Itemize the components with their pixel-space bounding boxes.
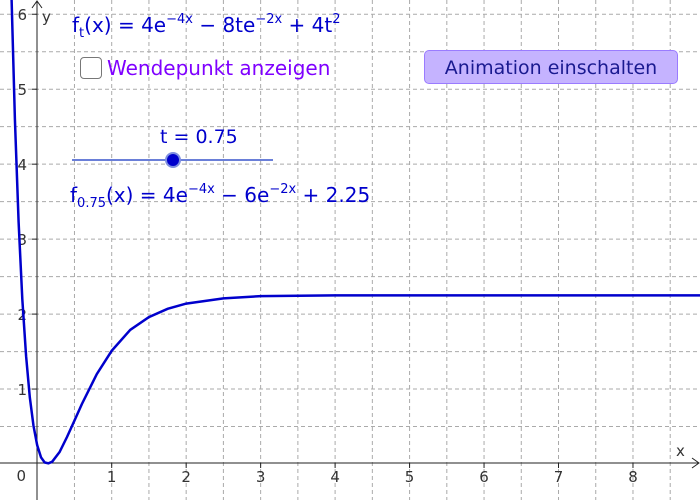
- y-axis-label: y: [42, 8, 51, 26]
- x-tick-label: 5: [405, 468, 415, 486]
- formula-part: −2x: [255, 12, 283, 27]
- formula-part: (x) = 4e: [106, 183, 188, 207]
- formula-part: t: [79, 26, 85, 41]
- formula-part: (x) = 4e: [84, 13, 167, 37]
- y-axis-arrow: [31, 0, 43, 9]
- formula-part: + 2.25: [296, 183, 371, 207]
- slider-label: t = 0.75: [160, 126, 238, 148]
- origin-label: 0: [16, 467, 26, 485]
- slider-handle[interactable]: [165, 152, 181, 168]
- x-tick-label: 8: [628, 468, 638, 486]
- y-tick-label: 4: [17, 156, 27, 174]
- y-tick-label: 1: [17, 381, 27, 399]
- formula-part: f: [70, 183, 78, 207]
- formula-part: − 6e: [214, 183, 270, 207]
- checkbox[interactable]: Wendepunkt anzeigen: [80, 56, 330, 80]
- function-graph: [10, 0, 700, 465]
- x-tick-label: 1: [107, 468, 117, 486]
- formula-part: −2x: [269, 182, 297, 197]
- formula-part: 2: [332, 12, 341, 27]
- x-axis-arrow: [691, 457, 700, 469]
- x-tick-label: 3: [256, 468, 266, 486]
- y-tick-label: 6: [17, 6, 27, 24]
- formula-specific: f0.75(x) = 4e−4x − 6e−2x + 2.25: [70, 182, 370, 211]
- x-tick-label: 2: [181, 468, 191, 486]
- x-tick-label: 7: [554, 468, 564, 486]
- x-axis-label: x: [676, 442, 685, 460]
- x-tick-label: 4: [330, 468, 340, 486]
- checkbox-box[interactable]: [80, 57, 102, 79]
- x-tick-label: 6: [479, 468, 489, 486]
- formula-part: + 4t: [282, 13, 333, 37]
- y-tick-label: 5: [17, 81, 27, 99]
- formula-part: −4x: [166, 12, 193, 27]
- formula-part: 0.75: [77, 196, 106, 211]
- checkbox-label[interactable]: Wendepunkt anzeigen: [107, 56, 331, 80]
- formula-general: ft(x) = 4e−4x − 8te−2x + 4t2: [72, 12, 341, 41]
- formula-part: − 8te: [192, 13, 256, 37]
- formula-part: −4x: [187, 182, 215, 197]
- formula-part: f: [72, 13, 80, 37]
- ticks: 0 1 2 3 4 5 6 7 8 1 2 3 4 5 6: [16, 6, 637, 486]
- y-tick-label: 3: [17, 231, 27, 249]
- animation-button[interactable]: Animation einschalten: [424, 50, 678, 84]
